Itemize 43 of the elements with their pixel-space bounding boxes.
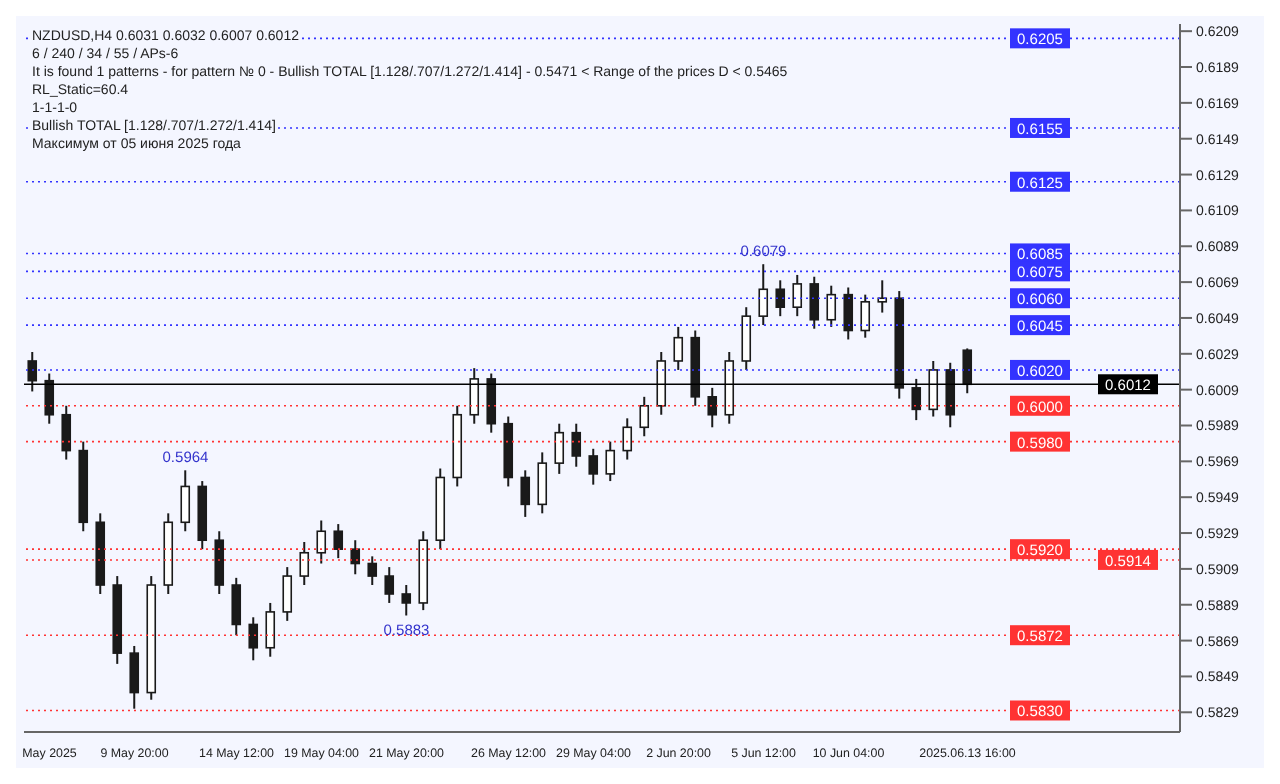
candlestick [622, 417, 633, 461]
candlestick [401, 584, 412, 617]
candlestick [843, 286, 854, 341]
candlestick [554, 422, 565, 475]
candlestick [656, 351, 667, 416]
candlestick [826, 284, 837, 328]
candlestick [469, 367, 480, 425]
candlestick [588, 447, 599, 486]
candlestick [486, 372, 497, 434]
candlestick [299, 541, 310, 587]
candlestick [809, 275, 820, 330]
candlestick [639, 395, 650, 438]
candlestick [367, 555, 378, 587]
candlestick [231, 576, 242, 637]
candlestick [945, 361, 956, 429]
candlestick [860, 293, 871, 339]
candlestick [758, 263, 769, 327]
candlestick [928, 359, 939, 418]
candlestick [571, 422, 582, 468]
candlestick [962, 347, 973, 395]
candlestick [282, 566, 293, 622]
candlestick [333, 523, 344, 560]
candlestick [673, 325, 684, 371]
candlestick [248, 616, 259, 662]
candlestick [27, 351, 38, 393]
candlestick [316, 519, 327, 565]
candlestick [741, 306, 752, 371]
candlestick [129, 644, 140, 710]
candlestick [605, 440, 616, 483]
candlestick [61, 404, 72, 461]
candlestick [911, 377, 922, 422]
candlestick [537, 451, 548, 515]
candlestick [214, 530, 225, 595]
candlestick [877, 279, 888, 314]
candlestick [775, 279, 786, 318]
candlestick [707, 386, 718, 429]
candlestick [180, 469, 191, 533]
candlestick [520, 469, 531, 518]
candlestick [792, 273, 803, 318]
candlestick [44, 372, 55, 425]
candlestick [384, 566, 395, 604]
candlestick [350, 539, 361, 576]
candlestick [265, 601, 276, 658]
